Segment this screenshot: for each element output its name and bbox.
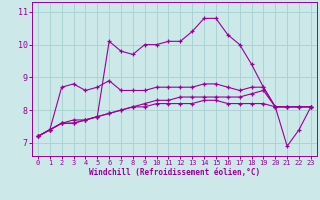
- X-axis label: Windchill (Refroidissement éolien,°C): Windchill (Refroidissement éolien,°C): [89, 168, 260, 177]
